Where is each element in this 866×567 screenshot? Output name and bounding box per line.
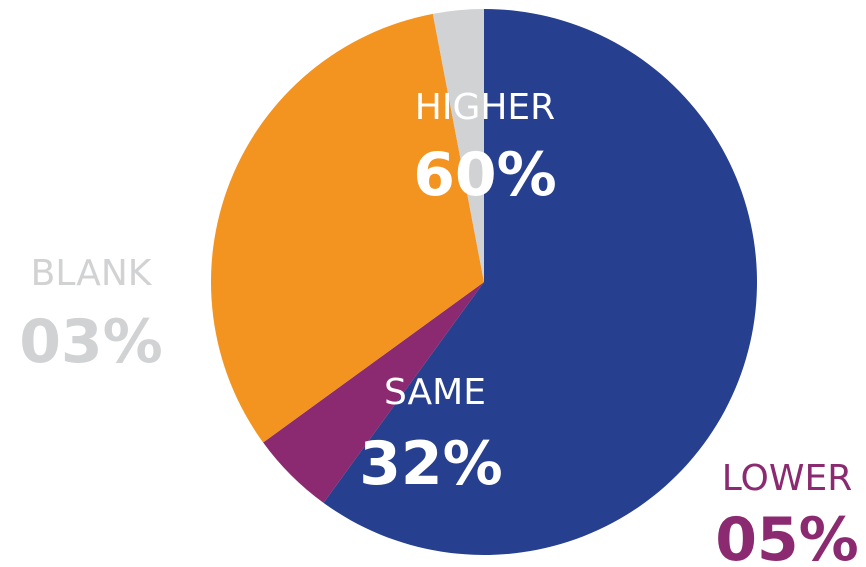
label-lower-value: 05% <box>715 505 859 567</box>
label-higher-name: HIGHER <box>415 87 555 128</box>
slice-lower <box>263 282 484 503</box>
slice-blank <box>432 9 484 282</box>
label-blank-value: 03% <box>19 307 163 377</box>
label-blank-name: BLANK <box>31 253 153 294</box>
label-same-name: SAME <box>384 372 486 413</box>
slice-labels: HIGHER 60% LOWER 05% SAME 32% BLANK 03% <box>19 87 859 567</box>
label-higher-value: 60% <box>413 140 557 210</box>
slice-same <box>211 13 484 443</box>
label-same-value: 32% <box>359 429 503 499</box>
pie-slices <box>211 9 757 556</box>
label-lower-name: LOWER <box>722 458 852 499</box>
slice-higher <box>323 9 757 556</box>
